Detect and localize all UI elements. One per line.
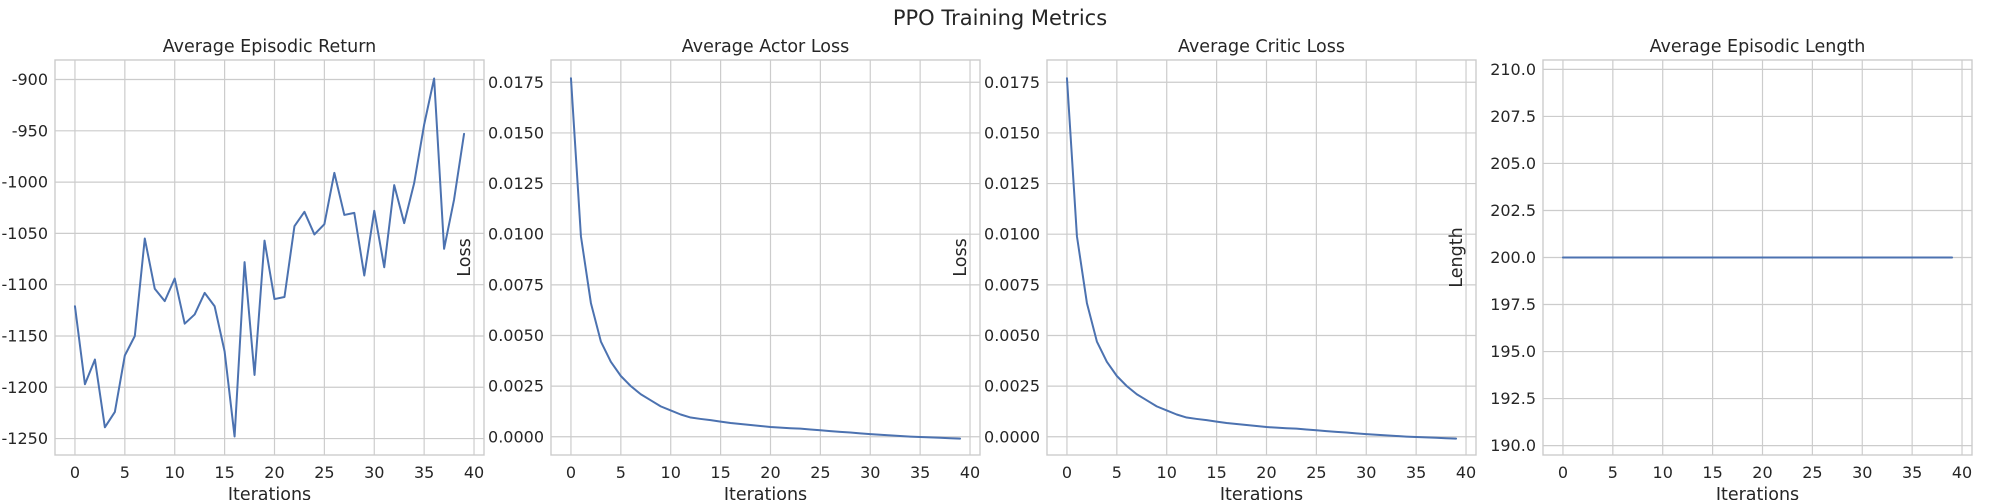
x-tick-label: 20 <box>760 463 780 482</box>
x-tick-label: 15 <box>214 463 234 482</box>
y-tick-label: 210.0 <box>1490 60 1536 79</box>
x-tick-label: 10 <box>165 463 185 482</box>
x-tick-label: 35 <box>414 463 434 482</box>
subplot-4: 0 5 10 15 20 25 30 35 40 190.0 192.5 195.0 197.5 200.… <box>1447 37 1973 500</box>
x-tick-label: 5 <box>1608 463 1618 482</box>
x-tick-label: 40 <box>464 463 484 482</box>
plot-frame <box>550 59 981 456</box>
y-tick-label: 0.0125 <box>488 174 544 193</box>
y-tick-label: 195.0 <box>1490 342 1536 361</box>
y-tick-label: -1200 <box>2 378 49 397</box>
y-tick-label: -900 <box>12 70 48 89</box>
x-tick-label: 0 <box>1062 463 1072 482</box>
x-tick-label: 20 <box>1256 463 1276 482</box>
y-tick-label: 0.0100 <box>488 225 544 244</box>
x-tick-label: 40 <box>1456 463 1476 482</box>
y-tick-label: 192.5 <box>1490 389 1536 408</box>
x-tick-label: 25 <box>314 463 334 482</box>
x-tick-label: 0 <box>1558 463 1568 482</box>
y-tick-label: 0.0000 <box>488 427 544 446</box>
x-axis-label: Iterations <box>1220 485 1303 500</box>
series-line <box>1065 77 1458 440</box>
x-tick-label: 25 <box>810 463 830 482</box>
y-tick-label: 0.0000 <box>984 427 1040 446</box>
y-tick-label: 202.5 <box>1490 201 1536 220</box>
series-line <box>73 77 466 438</box>
x-tick-label: 30 <box>1852 463 1872 482</box>
x-tick-label: 0 <box>70 463 80 482</box>
y-tick-label: 0.0050 <box>488 326 544 345</box>
x-tick-label: 15 <box>1702 463 1722 482</box>
y-axis-label: Loss <box>951 238 971 276</box>
y-tick-label: 0.0100 <box>984 225 1040 244</box>
y-tick-label: 0.0025 <box>488 377 544 396</box>
y-tick-label: 207.5 <box>1490 107 1536 126</box>
x-tick-label: 0 <box>566 463 576 482</box>
y-tick-label: -950 <box>12 121 48 140</box>
y-tick-label: 205.0 <box>1490 154 1536 173</box>
plot-frame <box>54 59 485 456</box>
x-axis-label: Iterations <box>1716 485 1799 500</box>
y-tick-label: 0.0150 <box>488 123 544 142</box>
x-axis-label: Iterations <box>724 485 807 500</box>
x-tick-label: 40 <box>960 463 980 482</box>
y-tick-label: 0.0050 <box>984 326 1040 345</box>
subplot-title: Average Episodic Length <box>1650 37 1866 57</box>
y-axis-label: Loss <box>455 238 475 276</box>
x-tick-label: 30 <box>860 463 880 482</box>
x-tick-label: 35 <box>910 463 930 482</box>
x-tick-label: 20 <box>1752 463 1772 482</box>
y-tick-label: -1150 <box>2 326 49 345</box>
x-tick-label: 5 <box>120 463 130 482</box>
y-tick-label: 190.0 <box>1490 436 1536 455</box>
subplot-2: 0 5 10 15 20 25 30 35 400.00000.00250.00500.0075… <box>455 37 981 500</box>
y-tick-label: -1000 <box>2 173 49 192</box>
subplot-1: 0 5 10 15 20 25 30 35 40 -1250 -1200 -1150 -1100 -105… <box>2 37 485 500</box>
subplot-title: Average Actor Loss <box>682 37 849 57</box>
x-tick-label: 10 <box>661 463 681 482</box>
x-tick-label: 30 <box>1356 463 1376 482</box>
x-tick-label: 35 <box>1406 463 1426 482</box>
x-tick-label: 5 <box>616 463 626 482</box>
x-tick-label: 25 <box>1306 463 1326 482</box>
x-tick-label: 15 <box>1206 463 1226 482</box>
y-tick-label: 0.0125 <box>984 174 1040 193</box>
y-tick-label: -1050 <box>2 224 49 243</box>
x-tick-label: 35 <box>1902 463 1922 482</box>
y-tick-label: -1100 <box>2 275 49 294</box>
x-tick-label: 25 <box>1802 463 1822 482</box>
subplot-title: Average Critic Loss <box>1178 37 1345 57</box>
plot-frame <box>1046 59 1477 456</box>
y-tick-label: 0.0150 <box>984 123 1040 142</box>
x-tick-label: 40 <box>1952 463 1972 482</box>
x-axis-label: Iterations <box>228 485 311 500</box>
figure-title: PPO Training Metrics <box>893 6 1107 30</box>
y-tick-label: 200.0 <box>1490 248 1536 267</box>
y-axis-label: Length <box>1447 227 1467 287</box>
x-tick-label: 10 <box>1653 463 1673 482</box>
subplot-3: 0 5 10 15 20 25 30 35 400.00000.00250.00500.0075… <box>951 37 1477 500</box>
y-tick-label: 0.0075 <box>984 275 1040 294</box>
series-line <box>569 77 962 440</box>
y-tick-label: 0.0175 <box>488 73 544 92</box>
x-tick-label: 15 <box>710 463 730 482</box>
y-tick-label: 0.0175 <box>984 73 1040 92</box>
subplot-title: Average Episodic Return <box>163 37 377 57</box>
x-tick-label: 20 <box>264 463 284 482</box>
y-tick-label: 197.5 <box>1490 295 1536 314</box>
plot-frame <box>1542 59 1973 456</box>
y-tick-label: 0.0025 <box>984 377 1040 396</box>
y-tick-label: 0.0075 <box>488 275 544 294</box>
x-tick-label: 30 <box>364 463 384 482</box>
x-tick-label: 10 <box>1157 463 1177 482</box>
y-tick-label: -1250 <box>2 429 49 448</box>
x-tick-label: 5 <box>1112 463 1122 482</box>
